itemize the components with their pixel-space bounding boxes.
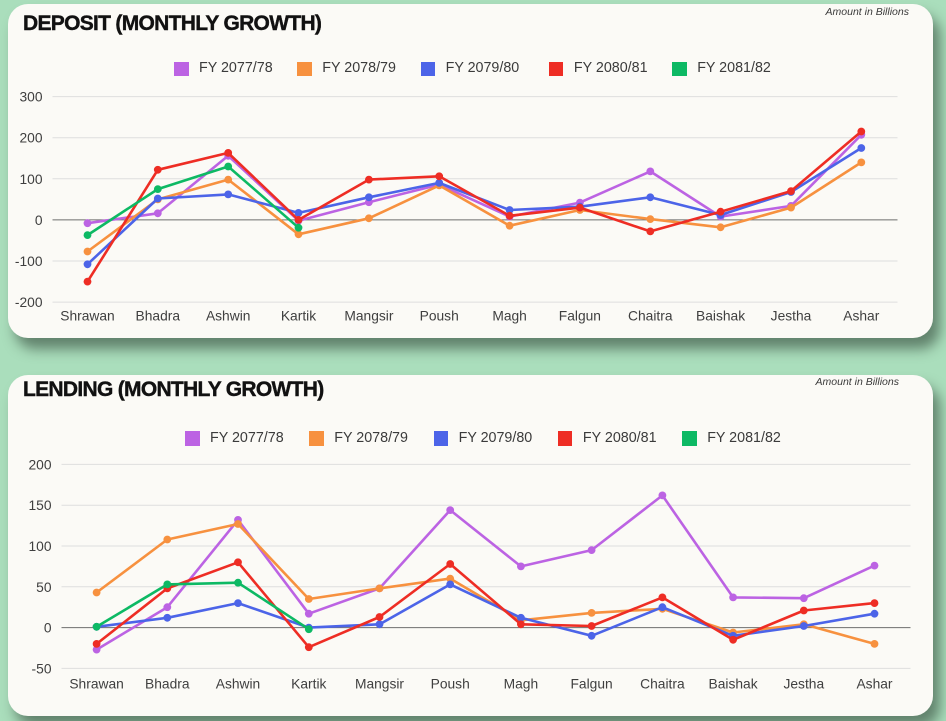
svg-text:Kartik: Kartik	[281, 309, 316, 324]
svg-text:Chaitra: Chaitra	[640, 677, 685, 692]
svg-text:150: 150	[28, 498, 51, 513]
svg-text:100: 100	[19, 172, 42, 187]
svg-text:200: 200	[28, 457, 51, 472]
svg-text:Ashar: Ashar	[856, 677, 892, 692]
svg-text:Falgun: Falgun	[559, 309, 601, 324]
svg-text:0: 0	[35, 213, 43, 228]
svg-text:Bhadra: Bhadra	[136, 309, 181, 324]
svg-text:Jestha: Jestha	[783, 677, 824, 692]
svg-text:Baishak: Baishak	[696, 309, 745, 324]
svg-text:-50: -50	[32, 661, 52, 676]
svg-text:Ashar: Ashar	[843, 309, 879, 324]
svg-text:Poush: Poush	[420, 309, 459, 324]
svg-text:Kartik: Kartik	[291, 677, 326, 692]
svg-text:0: 0	[44, 621, 52, 636]
svg-text:Mangsir: Mangsir	[355, 677, 404, 692]
svg-text:Baishak: Baishak	[709, 677, 758, 692]
svg-text:200: 200	[19, 131, 42, 146]
svg-text:Jestha: Jestha	[771, 309, 812, 324]
svg-text:100: 100	[28, 539, 51, 554]
svg-text:Falgun: Falgun	[571, 677, 613, 692]
svg-text:-100: -100	[15, 254, 43, 269]
svg-text:Shrawan: Shrawan	[60, 309, 114, 324]
svg-text:Mangsir: Mangsir	[344, 309, 393, 324]
svg-text:-200: -200	[15, 295, 43, 310]
svg-text:Chaitra: Chaitra	[628, 309, 673, 324]
svg-text:Magh: Magh	[492, 309, 527, 324]
svg-text:Shrawan: Shrawan	[69, 677, 123, 692]
svg-text:50: 50	[36, 580, 52, 595]
svg-text:Bhadra: Bhadra	[145, 677, 190, 692]
svg-text:Ashwin: Ashwin	[216, 677, 260, 692]
svg-text:Magh: Magh	[504, 677, 539, 692]
svg-text:Poush: Poush	[431, 677, 470, 692]
svg-text:Ashwin: Ashwin	[206, 309, 250, 324]
svg-text:300: 300	[19, 90, 42, 105]
